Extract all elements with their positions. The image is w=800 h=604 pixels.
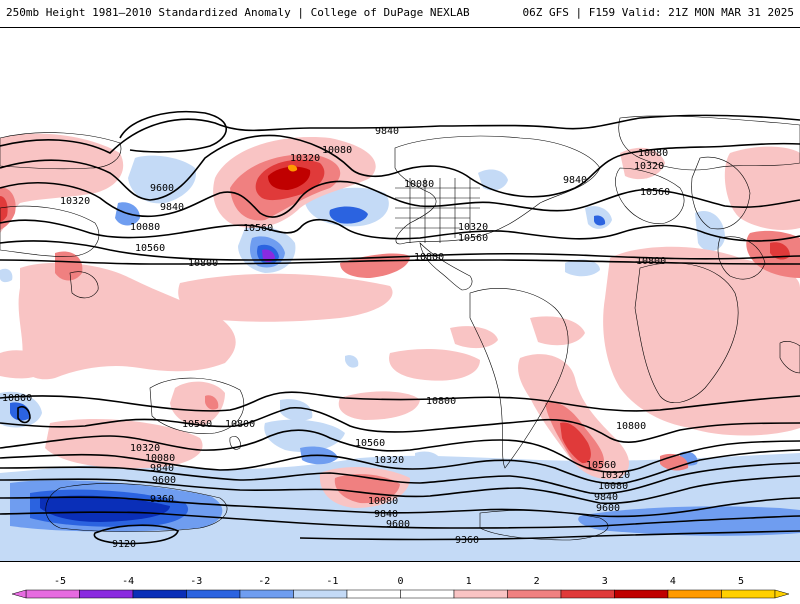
contour-label: 10800 — [426, 396, 456, 407]
contour-label: 10320 — [600, 470, 630, 481]
legend-tick-label: -3 — [190, 576, 202, 587]
contour-label: 10800 — [225, 419, 255, 430]
contour-label: 10320 — [458, 222, 488, 233]
contour-label: 10080 — [145, 453, 175, 464]
contour-label: 10320 — [130, 443, 160, 454]
height-contours — [0, 110, 800, 545]
legend-color-segment — [614, 589, 669, 599]
contour-label: 10560 — [458, 233, 488, 244]
map-title: 250mb Height 1981—2010 Standardized Anom… — [6, 6, 470, 19]
legend-color-segment — [186, 589, 241, 599]
contour-label: 10560 — [586, 460, 616, 471]
contour-label: 9360 — [150, 494, 174, 505]
legend-color-segment — [293, 589, 348, 599]
legend-color-segment — [453, 589, 508, 599]
contour-label: 9360 — [455, 535, 479, 546]
legend-tick-label: -4 — [122, 576, 134, 587]
legend-color-segment — [507, 589, 562, 599]
contour-label: 9840 — [563, 175, 587, 186]
contour-label: 10080 — [322, 145, 352, 156]
contour-label: 9840 — [594, 492, 618, 503]
legend-tick-label: 2 — [534, 576, 540, 587]
contour-label: 10560 — [355, 438, 385, 449]
legend-tick-label: 3 — [602, 576, 608, 587]
contour-label: 9840 — [374, 509, 398, 520]
contour-labels-north: 9840 10080 10320 9600 9840 10320 10080 1… — [60, 126, 670, 269]
contour-label: 9600 — [150, 183, 174, 194]
contour-label: 10320 — [60, 196, 90, 207]
anomaly-map: 9840 10080 10320 9600 9840 10320 10080 1… — [0, 27, 800, 562]
legend-color-segment — [400, 589, 455, 599]
contour-label: 10800 — [616, 421, 646, 432]
color-scale: -5 -4 -3 -2 -1 0 1 2 3 4 5 — [11, 576, 790, 599]
positive-anomaly-shading — [0, 133, 800, 508]
legend-color-segment — [79, 589, 134, 599]
legend-color-segment — [25, 589, 80, 599]
contour-label: 10320 — [290, 153, 320, 164]
legend-right-arrow — [774, 589, 790, 599]
contour-label: 10080 — [368, 496, 398, 507]
legend-color-segment — [560, 589, 615, 599]
coastlines — [0, 115, 800, 541]
map-canvas: 9840 10080 10320 9600 9840 10320 10080 1… — [0, 28, 800, 561]
contour-label: 9840 — [375, 126, 399, 137]
legend-tick-label: 4 — [670, 576, 676, 587]
contour-label: 10560 — [182, 419, 212, 430]
contour-label: 9600 — [596, 503, 620, 514]
contour-label: 10560 — [243, 223, 273, 234]
legend-color-segment — [721, 589, 776, 599]
contour-label: 10080 — [598, 481, 628, 492]
contour-label: 10080 — [404, 179, 434, 190]
legend-tick-label: -2 — [258, 576, 270, 587]
contour-label: 10800 — [414, 252, 444, 263]
contour-label: 10080 — [638, 148, 668, 159]
color-scale-legend: -5 -4 -3 -2 -1 0 1 2 3 4 5 — [0, 570, 800, 600]
legend-tick-label: -1 — [326, 576, 338, 587]
contour-label: 10320 — [374, 455, 404, 466]
contour-label: 10800 — [636, 256, 666, 267]
legend-color-segment — [346, 589, 401, 599]
contour-label: 10800 — [188, 258, 218, 269]
contour-label: 10080 — [130, 222, 160, 233]
contour-label: 10560 — [135, 243, 165, 254]
contour-label: 10560 — [640, 187, 670, 198]
legend-tick-label: 0 — [397, 576, 403, 587]
legend-color-segment — [132, 589, 187, 599]
contour-labels-south: 10800 10560 10800 10800 10560 10320 1008… — [2, 393, 646, 550]
legend-tick-label: -5 — [54, 576, 66, 587]
legend-tick-label: 5 — [738, 576, 744, 587]
model-run-info: 06Z GFS | F159 Valid: 21Z MON MAR 31 202… — [522, 6, 794, 19]
contour-label: 10320 — [634, 161, 664, 172]
legend-left-arrow — [11, 589, 27, 599]
contour-label: 9840 — [160, 202, 184, 213]
contour-label: 9600 — [152, 475, 176, 486]
contour-label: 9840 — [150, 463, 174, 474]
contour-label: 9600 — [386, 519, 410, 530]
legend-color-segment — [239, 589, 294, 599]
legend-color-segment — [667, 589, 722, 599]
contour-label: 10800 — [2, 393, 32, 404]
contour-label: 9120 — [112, 539, 136, 550]
legend-tick-label: 1 — [466, 576, 472, 587]
